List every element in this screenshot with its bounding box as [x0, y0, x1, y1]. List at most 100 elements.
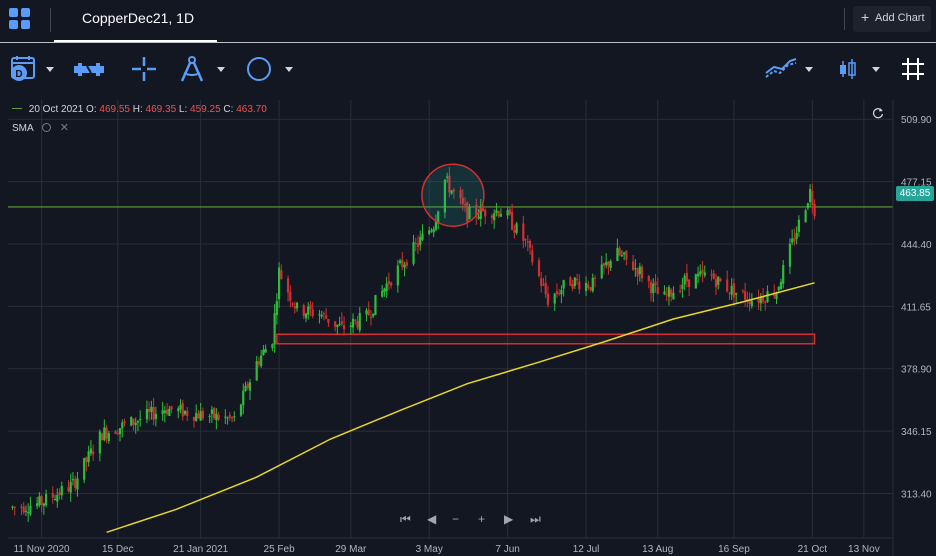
chevron-down-icon[interactable] [805, 67, 813, 72]
x-axis-tick-label: 13 Aug [642, 544, 673, 555]
add-chart-button[interactable]: + Add Chart [853, 6, 931, 32]
candle-body [255, 361, 258, 381]
candle-body [560, 289, 563, 295]
candle-body [437, 211, 440, 224]
candle-body [744, 291, 747, 300]
candle-body [600, 264, 603, 279]
candle-body [224, 416, 227, 418]
grid-hash-icon[interactable] [900, 55, 926, 83]
candle-body [806, 203, 809, 209]
candle-body [696, 273, 700, 277]
bar-style-icon[interactable] [72, 55, 106, 83]
refresh-icon[interactable] [872, 106, 884, 119]
zoom-out-icon[interactable]: − [452, 512, 460, 526]
candle-body [89, 448, 92, 454]
candle-body [396, 265, 399, 286]
candle-body [134, 422, 137, 426]
candle-body [118, 428, 122, 435]
candle-body [573, 277, 576, 286]
candle-body [40, 496, 43, 506]
candle-body [699, 271, 702, 275]
scroll-next-icon[interactable]: ▶ [504, 512, 514, 526]
scroll-prev-icon[interactable]: ◀ [427, 512, 437, 526]
candle-body [625, 250, 628, 260]
candle-body [248, 382, 252, 391]
candle-body [210, 409, 213, 414]
candle-body [278, 267, 281, 300]
candle-body [688, 279, 691, 288]
layout-grid-icon[interactable] [9, 8, 31, 30]
legend-high-label: H: [132, 104, 143, 115]
candle-body [553, 293, 556, 304]
scroll-first-icon[interactable]: ⏮ [400, 512, 411, 526]
candle-body [302, 305, 305, 317]
scroll-last-icon[interactable]: ⏭ [530, 512, 541, 526]
candle-body [813, 203, 816, 217]
candle-body [571, 284, 574, 289]
drawing-compass-icon[interactable] [178, 55, 206, 83]
candle-body [683, 275, 686, 285]
candle-body [741, 290, 744, 292]
candle-type-icon[interactable] [838, 55, 858, 83]
candle-body [634, 268, 637, 270]
candle-body [593, 277, 597, 279]
candle-body [181, 403, 184, 417]
candle-body [479, 206, 482, 219]
candle-body [322, 313, 326, 315]
candle-body [450, 190, 453, 194]
candle-body [490, 215, 494, 219]
x-axis-tick-label: 16 Sep [718, 544, 750, 555]
x-axis-tick-label: 25 Feb [264, 544, 296, 555]
tab-chart[interactable]: CopperDec21, 1D [54, 0, 217, 42]
y-axis-tick-label: 444.40 [901, 240, 932, 251]
candle-body [665, 294, 668, 296]
candle-body [132, 418, 135, 425]
candle-body [244, 385, 247, 391]
chevron-down-icon[interactable] [217, 67, 225, 72]
highlight-circle [421, 163, 485, 227]
candle-body [53, 499, 57, 501]
visibility-eye-icon[interactable] [41, 123, 51, 132]
crosshair-icon[interactable] [130, 55, 158, 83]
indicators-icon[interactable] [764, 55, 798, 83]
candle-body [101, 433, 104, 441]
candle-body [242, 390, 245, 406]
candle-body [197, 413, 200, 419]
zoom-in-icon[interactable]: + [478, 512, 486, 526]
candle-body [42, 503, 45, 506]
candle-body [215, 413, 218, 421]
candle-body [405, 262, 408, 266]
x-axis-tick-label: 13 Nov [848, 544, 880, 555]
candle-body [103, 427, 106, 441]
candle-body [468, 206, 471, 220]
candle-body [636, 268, 639, 277]
candle-body [29, 505, 32, 515]
candle-body [779, 281, 783, 290]
candle-body [170, 406, 173, 410]
candle-body [575, 278, 579, 281]
candle-body [186, 410, 189, 417]
candle-body [293, 306, 296, 309]
chevron-down-icon[interactable] [285, 67, 293, 72]
candle-body [87, 451, 90, 463]
chevron-down-icon[interactable] [872, 67, 880, 72]
candle-body [670, 289, 673, 297]
circle-shape-icon[interactable] [245, 55, 273, 83]
x-axis-tick-label: 21 Oct [798, 544, 828, 555]
candle-body [759, 296, 762, 304]
candle-body [51, 493, 54, 498]
legend-line-marker [12, 108, 22, 109]
svg-text:D: D [15, 69, 22, 80]
candle-body [528, 240, 532, 248]
candle-body [777, 287, 780, 291]
chevron-down-icon[interactable] [46, 67, 54, 72]
support-zone-rectangle [276, 333, 816, 345]
date-range-icon[interactable]: D [9, 55, 39, 83]
close-icon[interactable]: ✕ [59, 122, 69, 134]
candle-body [83, 457, 86, 480]
tab-divider [50, 8, 51, 32]
sma-legend: SMA ✕ [12, 121, 69, 134]
candle-body [522, 223, 525, 241]
candle-body [213, 407, 216, 419]
